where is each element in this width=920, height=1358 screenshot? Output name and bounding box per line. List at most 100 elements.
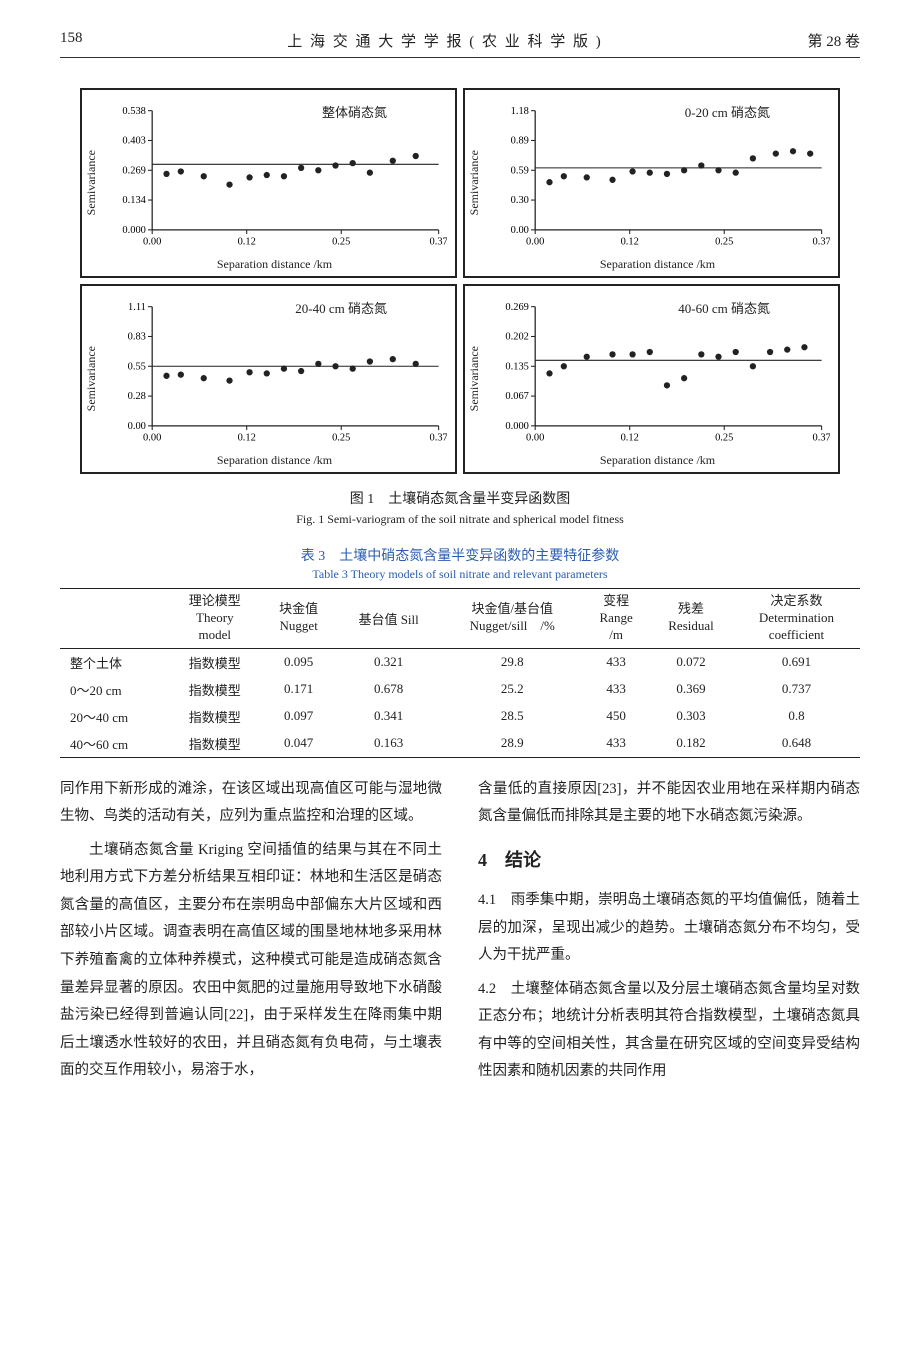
table-cell: 0～20 cm bbox=[60, 676, 168, 703]
th-range: 变程 Range /m bbox=[583, 589, 649, 649]
th-nugget: 块金值 Nugget bbox=[261, 589, 335, 649]
svg-text:1.18: 1.18 bbox=[511, 106, 529, 117]
para-right-1: 含量低的直接原因[23]，并不能因农业用地在采样期内硝态氮含量偏低而排除其是主要… bbox=[478, 776, 860, 831]
svg-text:0.25: 0.25 bbox=[715, 433, 733, 444]
plot-area: 0.0000.1340.2690.4030.5380.000.120.250.3… bbox=[102, 96, 447, 255]
body-text-columns: 同作用下新形成的滩涂，在该区域出现高值区可能与湿地微生物、鸟类的活动有关，应列为… bbox=[60, 776, 860, 1092]
chart-title: 20-40 cm 硝态氮 bbox=[295, 298, 387, 317]
svg-text:0.00: 0.00 bbox=[511, 225, 529, 236]
table-cell: 25.2 bbox=[441, 676, 583, 703]
table-caption-zh: 表 3 土壤中硝态氮含量半变异函数的主要特征参数 bbox=[60, 545, 860, 565]
chart-body: 0.000.280.550.831.110.000.120.250.3720-4… bbox=[100, 286, 455, 472]
svg-text:0.55: 0.55 bbox=[128, 361, 146, 372]
svg-text:0.89: 0.89 bbox=[511, 136, 529, 147]
figure-caption-en: Fig. 1 Semi-variogram of the soil nitrat… bbox=[60, 512, 860, 527]
svg-text:0.00: 0.00 bbox=[143, 433, 161, 444]
chart-xlabel: Separation distance /km bbox=[485, 257, 830, 272]
table-cell: 29.8 bbox=[441, 648, 583, 676]
table-cell: 0.047 bbox=[261, 730, 335, 758]
chart-panel-0: Semivariance0.0000.1340.2690.4030.5380.0… bbox=[80, 88, 457, 278]
table-cell: 28.9 bbox=[441, 730, 583, 758]
table-cell: 433 bbox=[583, 676, 649, 703]
table-cell: 指数模型 bbox=[168, 730, 261, 758]
svg-text:0.30: 0.30 bbox=[511, 195, 529, 206]
svg-text:0.00: 0.00 bbox=[526, 237, 544, 248]
svg-text:0.25: 0.25 bbox=[332, 237, 350, 248]
table-row: 0～20 cm指数模型0.1710.67825.24330.3690.737 bbox=[60, 676, 860, 703]
chart-body: 0.0000.1340.2690.4030.5380.000.120.250.3… bbox=[100, 90, 455, 276]
svg-text:0.00: 0.00 bbox=[128, 421, 146, 432]
chart-xlabel: Separation distance /km bbox=[102, 257, 447, 272]
chart-title: 整体硝态氮 bbox=[322, 102, 387, 121]
svg-text:0.403: 0.403 bbox=[122, 136, 145, 147]
svg-text:0.202: 0.202 bbox=[505, 332, 528, 343]
chart-title: 0-20 cm 硝态氮 bbox=[685, 102, 770, 121]
journal-title: 上 海 交 通 大 学 学 报 ( 农 业 科 学 版 ) bbox=[287, 30, 603, 51]
table-cell: 0.321 bbox=[336, 648, 441, 676]
table-body: 整个土体指数模型0.0950.32129.84330.0720.6910～20 … bbox=[60, 648, 860, 757]
para-right-3: 4.2 土壤整体硝态氮含量以及分层土壤硝态氮含量均呈对数正态分布；地统计分析表明… bbox=[478, 976, 860, 1086]
page-number: 158 bbox=[60, 30, 83, 51]
table-header-row: 理论模型 Theory model 块金值 Nugget 基台值 Sill 块金… bbox=[60, 589, 860, 649]
para-right-2: 4.1 雨季集中期，崇明岛土壤硝态氮的平均值偏低，随着土层的加深，呈现出减少的趋… bbox=[478, 887, 860, 970]
table-cell: 0.8 bbox=[733, 703, 860, 730]
svg-text:0.538: 0.538 bbox=[122, 106, 145, 117]
svg-text:0.83: 0.83 bbox=[128, 332, 146, 343]
table-cell: 450 bbox=[583, 703, 649, 730]
plot-area: 0.000.300.590.891.180.000.120.250.370-20… bbox=[485, 96, 830, 255]
chart-panel-2: Semivariance0.000.280.550.831.110.000.12… bbox=[80, 284, 457, 474]
th-blank bbox=[60, 589, 168, 649]
table-cell: 0.171 bbox=[261, 676, 335, 703]
th-residual: 残差 Residual bbox=[649, 589, 733, 649]
table-cell: 0.341 bbox=[336, 703, 441, 730]
table-cell: 0.303 bbox=[649, 703, 733, 730]
svg-text:0.00: 0.00 bbox=[143, 237, 161, 248]
table-cell: 433 bbox=[583, 648, 649, 676]
svg-text:0.135: 0.135 bbox=[505, 361, 528, 372]
table-cell: 0.691 bbox=[733, 648, 860, 676]
svg-text:0.134: 0.134 bbox=[122, 195, 146, 206]
chart-body: 0.000.300.590.891.180.000.120.250.370-20… bbox=[483, 90, 838, 276]
table-row: 40～60 cm指数模型0.0470.16328.94330.1820.648 bbox=[60, 730, 860, 758]
table-cell: 指数模型 bbox=[168, 676, 261, 703]
svg-text:0.12: 0.12 bbox=[621, 433, 639, 444]
table-cell: 0.678 bbox=[336, 676, 441, 703]
chart-xlabel: Separation distance /km bbox=[102, 453, 447, 468]
chart-ylabel: Semivariance bbox=[465, 150, 483, 215]
table-cell: 0.095 bbox=[261, 648, 335, 676]
table-cell: 0.648 bbox=[733, 730, 860, 758]
table-cell: 40～60 cm bbox=[60, 730, 168, 758]
table-row: 20～40 cm指数模型0.0970.34128.54500.3030.8 bbox=[60, 703, 860, 730]
svg-text:0.37: 0.37 bbox=[430, 237, 447, 248]
svg-text:0.000: 0.000 bbox=[505, 421, 528, 432]
svg-text:0.37: 0.37 bbox=[430, 433, 447, 444]
svg-text:0.37: 0.37 bbox=[813, 237, 830, 248]
chart-body: 0.0000.0670.1350.2020.2690.000.120.250.3… bbox=[483, 286, 838, 472]
chart-ylabel: Semivariance bbox=[465, 346, 483, 411]
table-row: 整个土体指数模型0.0950.32129.84330.0720.691 bbox=[60, 648, 860, 676]
svg-text:0.00: 0.00 bbox=[526, 433, 544, 444]
chart-title: 40-60 cm 硝态氮 bbox=[678, 298, 770, 317]
para-left-2: 土壤硝态氮含量 Kriging 空间插值的结果与其在不同土地利用方式下方差分析结… bbox=[60, 837, 442, 1085]
svg-text:0.12: 0.12 bbox=[621, 237, 639, 248]
plot-area: 0.000.280.550.831.110.000.120.250.3720-4… bbox=[102, 292, 447, 451]
table-cell: 0.182 bbox=[649, 730, 733, 758]
svg-text:0.28: 0.28 bbox=[128, 391, 146, 402]
volume-label: 第 28 卷 bbox=[807, 30, 860, 51]
page-header: 158 上 海 交 通 大 学 学 报 ( 农 业 科 学 版 ) 第 28 卷 bbox=[60, 30, 860, 58]
svg-text:0.067: 0.067 bbox=[505, 391, 528, 402]
svg-text:0.12: 0.12 bbox=[238, 237, 256, 248]
svg-text:0.25: 0.25 bbox=[715, 237, 733, 248]
th-model: 理论模型 Theory model bbox=[168, 589, 261, 649]
table-cell: 28.5 bbox=[441, 703, 583, 730]
table-cell: 指数模型 bbox=[168, 703, 261, 730]
table-cell: 0.737 bbox=[733, 676, 860, 703]
th-sill: 基台值 Sill bbox=[336, 589, 441, 649]
table-cell: 0.072 bbox=[649, 648, 733, 676]
svg-text:0.37: 0.37 bbox=[813, 433, 830, 444]
chart-ylabel: Semivariance bbox=[82, 150, 100, 215]
semivariogram-charts-grid: Semivariance0.0000.1340.2690.4030.5380.0… bbox=[80, 88, 840, 474]
svg-text:0.000: 0.000 bbox=[122, 225, 145, 236]
left-column: 同作用下新形成的滩涂，在该区域出现高值区可能与湿地微生物、鸟类的活动有关，应列为… bbox=[60, 776, 442, 1092]
section-heading-4: 4 结论 bbox=[478, 843, 860, 877]
